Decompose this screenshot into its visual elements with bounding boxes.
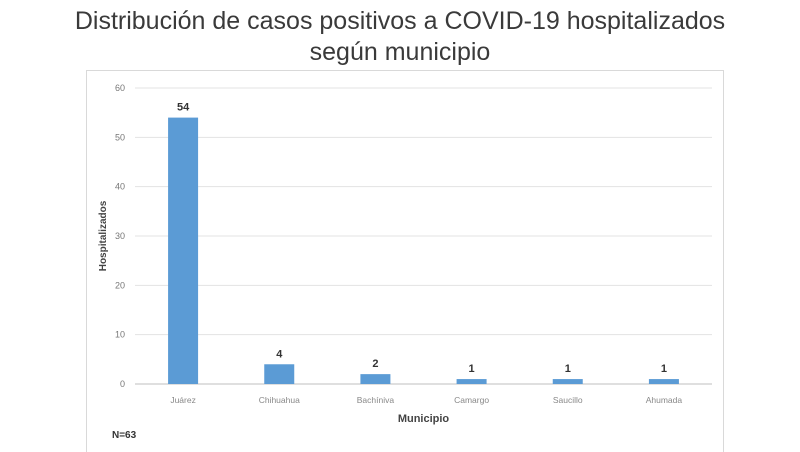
x-tick-label: Bachíniva [357,395,395,405]
bar [552,379,583,384]
data-label: 2 [372,358,378,370]
x-tick-label: Camargo [454,395,489,405]
y-tick-label: 10 [115,330,125,340]
data-label: 1 [661,363,667,375]
data-label: 4 [276,348,283,360]
bar [456,379,487,384]
data-label: 54 [177,102,190,114]
y-tick-label: 40 [115,182,125,192]
y-tick-label: 20 [115,280,125,290]
x-tick-label: Saucillo [553,395,583,405]
data-label: 1 [469,363,475,375]
y-tick-label: 60 [115,83,125,93]
bar [264,364,295,384]
y-axis-title: Hospitalizados [98,200,109,271]
chart-frame [86,70,724,452]
y-tick-label: 50 [115,132,125,142]
y-tick-label: 0 [120,379,125,389]
bar [648,379,679,384]
data-label: 1 [565,363,571,375]
x-tick-label: Chihuahua [259,395,300,405]
bar [360,374,391,384]
bar [168,117,199,384]
chart-title-line-1: Distribución de casos positivos a COVID-… [74,7,726,35]
x-tick-label: Juárez [170,395,196,405]
chart-title: Distribución de casos positivos a COVID-… [0,6,800,68]
sample-size-note: N=63 [112,430,137,441]
x-axis-title: Municipio [398,413,450,425]
x-tick-label: Ahumada [646,395,683,405]
y-tick-label: 30 [115,231,125,241]
chart-title-line-2: según municipio [309,38,491,66]
